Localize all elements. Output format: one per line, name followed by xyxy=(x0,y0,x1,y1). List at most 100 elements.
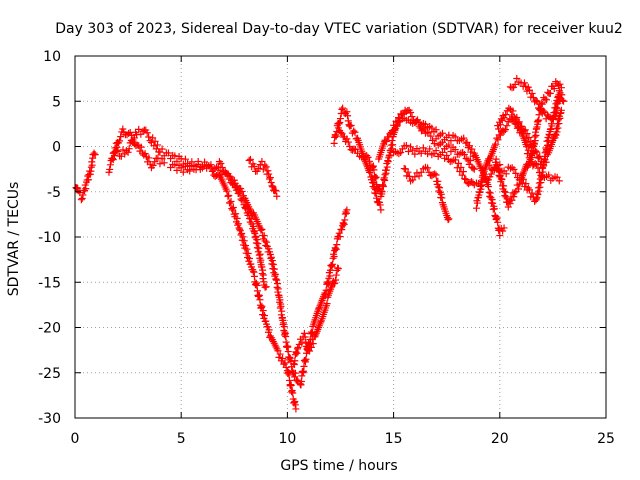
data-point xyxy=(255,244,263,252)
data-point xyxy=(244,250,252,258)
data-point xyxy=(281,359,289,367)
data-point xyxy=(503,122,511,130)
data-point xyxy=(82,185,90,193)
data-point xyxy=(343,108,351,116)
series-arc-l xyxy=(400,163,453,224)
data-point xyxy=(331,279,339,287)
data-point xyxy=(300,329,308,337)
series-arc-q xyxy=(485,87,568,205)
data-point xyxy=(496,173,504,181)
data-point xyxy=(344,138,352,146)
data-point xyxy=(121,150,129,158)
data-point xyxy=(344,117,352,125)
series-arc-b xyxy=(105,125,168,176)
data-point xyxy=(509,107,517,115)
x-tick-label: 20 xyxy=(491,431,509,447)
data-point xyxy=(106,161,114,169)
data-point xyxy=(267,178,275,186)
data-point xyxy=(518,122,526,130)
data-point xyxy=(451,146,459,154)
data-point xyxy=(557,106,565,114)
data-point xyxy=(553,128,561,136)
data-point xyxy=(338,226,346,234)
data-point xyxy=(496,121,504,129)
data-point xyxy=(537,179,545,187)
data-point xyxy=(266,174,274,182)
data-point xyxy=(500,224,508,232)
data-point xyxy=(533,161,541,169)
data-point xyxy=(266,175,274,183)
data-point xyxy=(308,329,316,337)
data-point xyxy=(460,150,468,158)
data-point xyxy=(554,124,562,132)
data-point xyxy=(504,203,512,211)
data-point xyxy=(535,187,543,195)
data-point xyxy=(427,132,435,140)
data-point xyxy=(269,260,277,268)
data-point xyxy=(431,170,439,178)
data-point xyxy=(432,171,440,179)
data-point xyxy=(173,166,181,174)
data-point xyxy=(378,188,386,196)
x-tick-label: 0 xyxy=(71,431,80,447)
data-point xyxy=(372,173,380,181)
data-point xyxy=(117,133,125,141)
data-point xyxy=(457,163,465,171)
data-point xyxy=(245,255,253,263)
data-point xyxy=(258,302,266,310)
data-point xyxy=(229,204,237,212)
data-point xyxy=(404,147,412,155)
data-point xyxy=(259,307,267,315)
data-point xyxy=(257,226,265,234)
data-point xyxy=(555,120,563,128)
data-point xyxy=(322,286,330,294)
data-point xyxy=(263,238,271,246)
data-point xyxy=(332,271,340,279)
data-point xyxy=(411,173,419,181)
data-point xyxy=(258,263,266,271)
data-point xyxy=(177,164,185,172)
data-point xyxy=(273,280,281,288)
data-point xyxy=(225,192,233,200)
data-point xyxy=(508,196,516,204)
data-point xyxy=(539,168,547,176)
data-point xyxy=(443,152,451,160)
data-point xyxy=(553,173,561,181)
data-point xyxy=(373,181,381,189)
data-point xyxy=(300,362,308,370)
data-point xyxy=(495,125,503,133)
data-point xyxy=(335,229,343,237)
data-point xyxy=(337,128,345,136)
data-point xyxy=(137,143,145,151)
data-point xyxy=(301,333,309,341)
data-point xyxy=(490,205,498,213)
data-point xyxy=(468,145,476,153)
data-point xyxy=(502,111,510,119)
data-point xyxy=(259,266,267,274)
data-point xyxy=(79,191,87,199)
data-point xyxy=(258,157,266,165)
y-tick-label: -30 xyxy=(38,411,61,427)
data-point xyxy=(556,80,564,88)
data-point xyxy=(335,120,343,128)
data-point xyxy=(494,165,502,173)
data-point xyxy=(545,171,553,179)
data-point xyxy=(500,127,508,135)
data-point xyxy=(370,166,378,174)
chart-marks xyxy=(72,75,568,413)
data-point xyxy=(334,264,342,272)
data-point xyxy=(428,124,436,132)
x-tick-label: 10 xyxy=(278,431,296,447)
data-point xyxy=(252,232,260,240)
data-point xyxy=(489,199,497,207)
data-point xyxy=(223,187,231,195)
data-point xyxy=(438,148,446,156)
data-point xyxy=(385,133,393,141)
data-point xyxy=(445,141,453,149)
data-point xyxy=(156,160,164,168)
x-axis-label: GPS time / hours xyxy=(280,458,397,474)
data-point xyxy=(512,115,520,123)
data-point xyxy=(411,150,419,158)
data-point xyxy=(560,97,568,105)
x-tick-label: 15 xyxy=(385,431,403,447)
